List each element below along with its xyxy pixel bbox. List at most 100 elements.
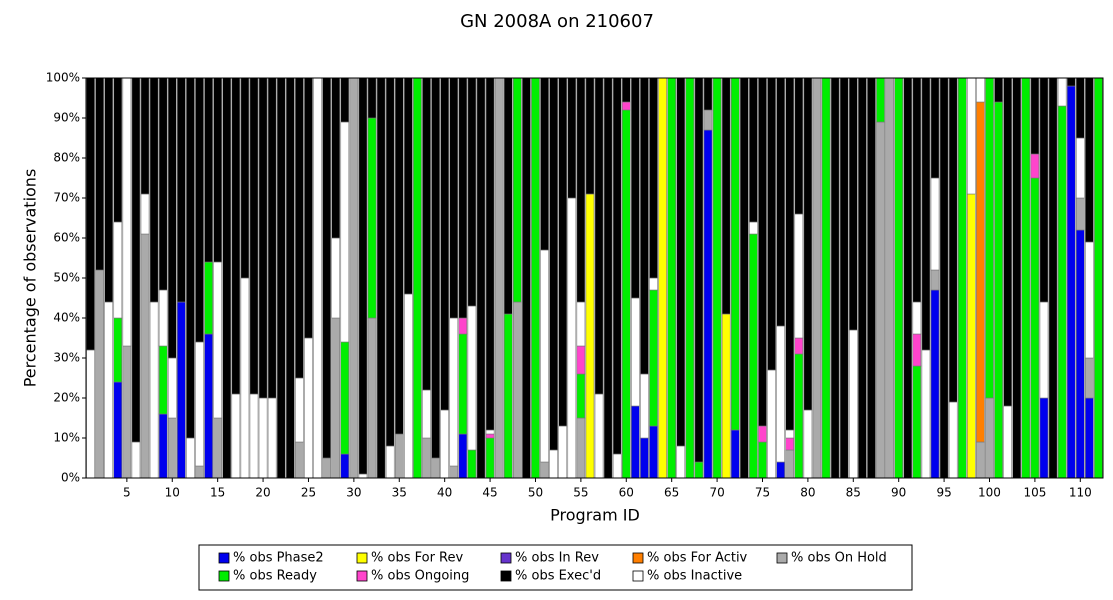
bar-segment [730, 77, 740, 431]
bar-segment [458, 433, 468, 479]
bar-segment [1048, 77, 1058, 479]
bar-segment [422, 77, 431, 391]
legend-label: % obs In Rev [515, 551, 599, 566]
bar-segment [767, 77, 776, 371]
bar-segment [976, 101, 985, 443]
y-tick-label: 40% [53, 311, 80, 325]
bar-segment [204, 77, 213, 263]
bar-segment [458, 333, 468, 435]
legend-swatch [356, 570, 368, 582]
y-tick-label: 70% [53, 191, 80, 205]
bar-segment [1075, 137, 1085, 199]
bar-segment [458, 317, 468, 335]
bar-segment [340, 453, 350, 479]
legend-label: % obs Inactive [647, 569, 742, 584]
bar-segment [267, 397, 277, 479]
bar-segment [930, 177, 940, 271]
bar-segment [340, 341, 350, 455]
bar-segment [794, 337, 804, 355]
bar-segment [876, 121, 885, 479]
bar-segment [249, 393, 259, 479]
bar-segment [1075, 77, 1085, 139]
bar-segment [694, 77, 704, 463]
bar-segment [494, 77, 504, 479]
bar-segment [540, 77, 549, 251]
bar-segment [440, 409, 450, 479]
y-tick-label: 50% [53, 271, 80, 285]
bar-segment [476, 77, 486, 479]
bar-segment [948, 401, 958, 479]
bar-segment [549, 449, 558, 479]
bar-segment [1021, 77, 1031, 479]
bar-segment [458, 77, 468, 319]
bar-segment [730, 429, 740, 479]
plot-frame [85, 77, 1104, 479]
bar-segment [848, 77, 858, 331]
legend-label: % obs Ongoing [371, 569, 469, 584]
bar-segment [485, 437, 495, 479]
bar-segment [776, 461, 785, 479]
bar-segment [404, 293, 413, 479]
bar-segment [503, 313, 513, 479]
bar-segment [794, 353, 804, 479]
bar-segment [177, 301, 186, 479]
legend-label: % obs For Rev [371, 551, 463, 566]
bar-segment [930, 269, 940, 291]
bar-segment [1094, 77, 1103, 479]
bar-segment [649, 289, 658, 427]
bar-segment [594, 77, 604, 395]
x-tick-label: 45 [482, 486, 497, 500]
bar-segment [640, 373, 649, 439]
x-tick-label: 90 [891, 486, 906, 500]
bar-segment [567, 197, 577, 479]
bar-segment [830, 77, 840, 479]
bar-segment [385, 77, 395, 447]
y-tick-label: 20% [53, 391, 80, 405]
bar-segment [485, 77, 495, 431]
legend-label: % obs Phase2 [233, 551, 324, 566]
y-tick-label: 30% [53, 351, 80, 365]
bar-segment [712, 77, 722, 479]
bar-segment [985, 397, 994, 479]
bar-segment [921, 77, 931, 351]
bar-segment [694, 461, 704, 479]
bar-segment [186, 437, 195, 479]
bar-segment [767, 369, 776, 479]
x-tick-label: 10 [165, 486, 180, 500]
bar-segment [449, 465, 459, 479]
bar-segment [158, 413, 168, 479]
x-tick-label: 40 [437, 486, 452, 500]
bar-segment [867, 77, 876, 479]
bar-segment [1066, 85, 1076, 479]
bar-segment [858, 77, 867, 479]
bar-segment [658, 77, 667, 479]
bar-segment [776, 325, 785, 463]
bar-segment [794, 77, 804, 215]
bar-segment [394, 433, 404, 479]
y-tick-label: 100% [46, 71, 80, 85]
bar-segment [440, 77, 450, 411]
bar-segment [231, 77, 241, 395]
bar-segment [1030, 153, 1040, 179]
bar-segment [113, 381, 123, 479]
bar-segment [467, 449, 477, 479]
bar-segment [631, 77, 640, 299]
bar-segment [331, 77, 341, 239]
bar-segment [204, 261, 213, 335]
bar-segment [585, 193, 595, 479]
x-tick-label: 20 [255, 486, 270, 500]
bar-segment [1030, 77, 1040, 155]
bar-segment [467, 77, 477, 307]
bar-segment [512, 301, 522, 479]
bar-segment [912, 365, 922, 479]
bar-segment [213, 77, 223, 263]
bar-segment [531, 77, 540, 479]
bar-segment [240, 277, 250, 479]
bar-segment [240, 77, 250, 279]
bar-segment [649, 425, 658, 479]
bar-segment [885, 77, 894, 479]
bar-segment [467, 305, 477, 451]
y-tick-label: 60% [53, 231, 80, 245]
legend-swatch [632, 552, 644, 564]
bar-segment [576, 417, 586, 479]
